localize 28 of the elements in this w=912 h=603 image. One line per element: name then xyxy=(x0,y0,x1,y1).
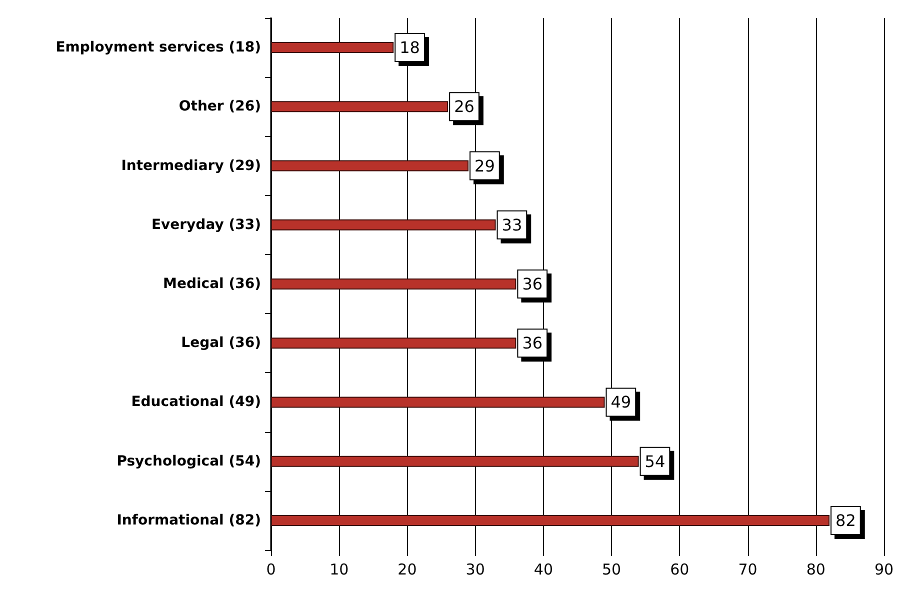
data-label: 26 xyxy=(454,97,474,116)
y-tick-label: Other (26) xyxy=(178,98,261,115)
data-label: 33 xyxy=(502,215,522,234)
data-label: 36 xyxy=(522,274,543,294)
y-tick-label: Medical (36) xyxy=(163,276,261,292)
data-label: 36 xyxy=(522,334,543,353)
x-tick-label: 90 xyxy=(874,560,894,578)
x-tick-label: 50 xyxy=(602,560,622,578)
x-tick-label: 10 xyxy=(330,560,349,578)
data-label: 49 xyxy=(610,392,632,412)
y-tick-label: Legal (36) xyxy=(181,335,261,352)
x-tick-label: 80 xyxy=(806,560,826,578)
y-tick-label: Employment services (18) xyxy=(56,40,261,56)
y-tick-label: Intermediary (29) xyxy=(121,158,261,174)
y-tick-label: Educational (49) xyxy=(131,394,261,410)
x-tick-label: 70 xyxy=(738,560,758,578)
y-tick-label: Everyday (33) xyxy=(151,216,261,233)
data-label: 82 xyxy=(836,510,856,530)
y-tick-label: Psychological (54) xyxy=(116,453,261,470)
data-label: 29 xyxy=(474,156,495,176)
x-tick-label: 0 xyxy=(266,560,276,578)
x-tick-label: 30 xyxy=(466,560,485,578)
data-label: 18 xyxy=(400,38,420,58)
x-tick-label: 60 xyxy=(670,560,690,578)
y-tick-label: Informational (82) xyxy=(116,512,261,528)
data-label: 54 xyxy=(644,452,666,471)
x-tick-label: 40 xyxy=(534,560,553,578)
x-tick-label: 20 xyxy=(398,560,417,578)
